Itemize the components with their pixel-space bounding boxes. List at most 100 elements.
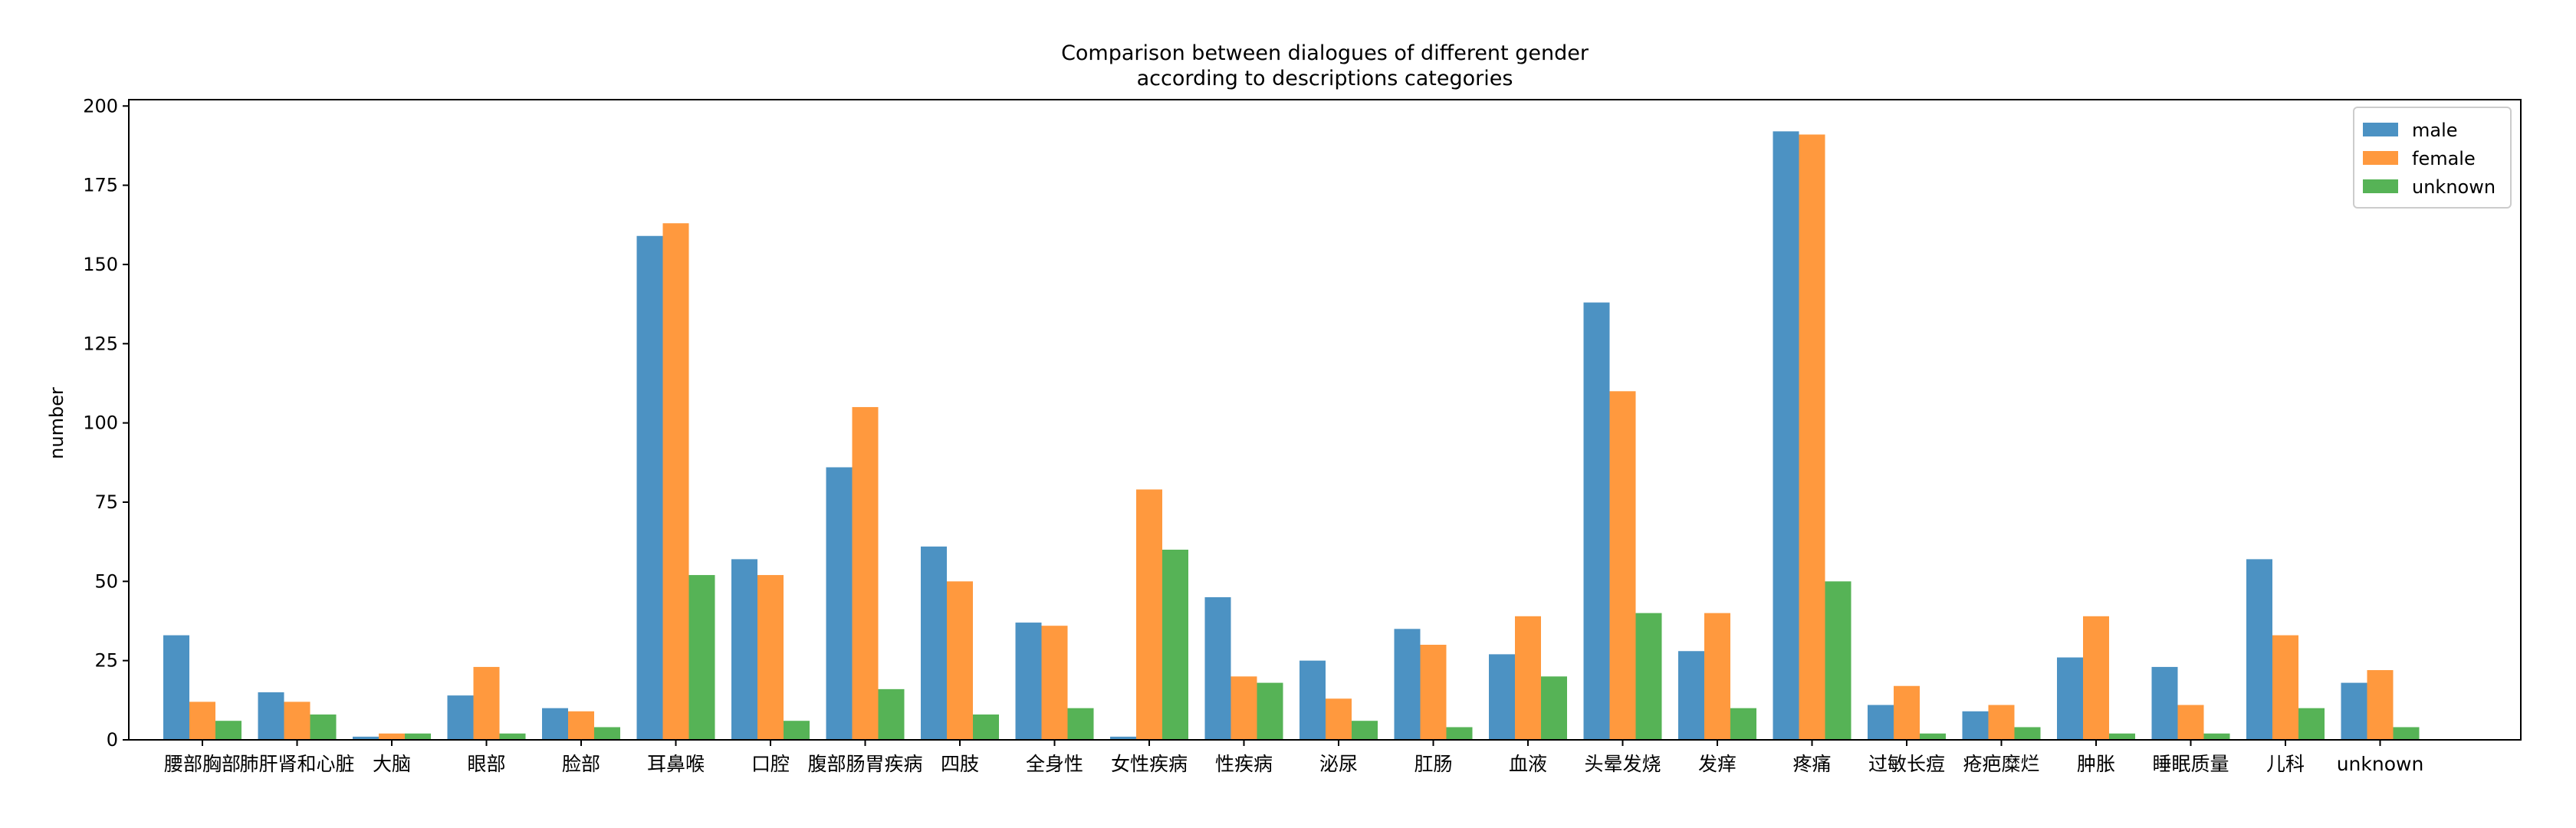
bar-female	[379, 733, 405, 740]
bar-male	[921, 546, 947, 740]
bar-male	[1962, 711, 1989, 740]
bar-female	[1041, 626, 1068, 740]
x-tick-label: 四肢	[941, 753, 979, 775]
bar-unknown	[1352, 721, 1378, 740]
bar-male	[353, 736, 379, 740]
x-tick-label: 腹部肠胃疾病	[807, 753, 922, 775]
y-tick-label: 200	[83, 95, 118, 117]
bar-unknown	[2109, 733, 2135, 740]
x-tick-label: 口腔	[751, 753, 790, 775]
bar-female	[1894, 685, 1920, 740]
y-tick-label: 150	[83, 254, 118, 275]
bar-unknown	[499, 733, 526, 740]
x-tick-label: 大脑	[373, 753, 411, 775]
x-tick-label: 泌尿	[1319, 753, 1358, 775]
bar-male	[731, 559, 757, 740]
x-tick-label: 血液	[1509, 753, 1547, 775]
bar-unknown	[2298, 708, 2325, 740]
legend: male female unknown	[2353, 107, 2512, 209]
x-tick-label: 性疾病	[1215, 753, 1273, 775]
y-tick-label: 125	[83, 333, 118, 354]
legend-swatch-male	[2363, 123, 2398, 136]
bar-male	[1678, 651, 1704, 740]
bar-unknown	[1257, 682, 1283, 740]
bar-unknown	[215, 721, 242, 740]
x-tick-label: 耳鼻喉	[647, 753, 705, 775]
bar-unknown	[1067, 708, 1094, 740]
chart-subtitle: according to descriptions categories	[1137, 67, 1513, 90]
x-tick-label: 过敏长痘	[1868, 753, 1945, 775]
bar-female	[852, 406, 879, 740]
bar-male	[1868, 705, 1894, 740]
bar-male	[542, 708, 568, 740]
bar-unknown	[1162, 549, 1188, 740]
bar-male	[826, 467, 853, 740]
bar-female	[1230, 676, 1257, 740]
bar-unknown	[594, 727, 620, 740]
bar-female	[1609, 391, 1636, 740]
x-tick-label: 头晕发烧	[1584, 753, 1661, 775]
bar-male	[1394, 629, 1421, 740]
bar-unknown	[405, 733, 431, 740]
x-tick-label: 睡眠质量	[2152, 753, 2229, 775]
y-tick-label: 175	[83, 175, 118, 196]
legend-swatch-unknown	[2363, 179, 2398, 193]
plot-frame	[128, 99, 2522, 741]
bar-unknown	[1825, 581, 1852, 740]
x-tick-label: 女性疾病	[1111, 753, 1188, 775]
x-tick-label: 发痒	[1698, 753, 1737, 775]
x-tick-label: 腰部胸部	[164, 753, 241, 775]
bar-unknown	[1635, 613, 1662, 740]
bar-female	[284, 702, 310, 740]
bar-female	[947, 581, 973, 740]
bar-female	[2177, 705, 2204, 740]
bar-male	[447, 695, 474, 740]
bar-male	[2057, 657, 2083, 740]
legend-label-unknown: unknown	[2412, 176, 2496, 198]
bar-female	[1704, 613, 1730, 740]
y-tick-label: 0	[107, 729, 118, 751]
bar-unknown	[784, 721, 810, 740]
y-tick-label: 100	[83, 412, 118, 434]
x-tick-label: 肛肠	[1414, 753, 1452, 775]
y-tick-label: 75	[94, 491, 118, 513]
x-tick-label: 全身性	[1026, 753, 1083, 775]
bar-male	[636, 235, 663, 740]
bar-female	[1799, 134, 1825, 741]
bar-unknown	[973, 714, 999, 740]
x-tick-label: 肺肝肾和心脏	[239, 753, 354, 775]
bar-unknown	[1730, 708, 1756, 740]
bar-unknown	[2203, 733, 2230, 740]
bar-male	[2341, 682, 2367, 740]
y-axis-label: number	[46, 387, 67, 459]
legend-label-female: female	[2412, 148, 2476, 169]
bar-female	[2367, 670, 2394, 740]
bar-unknown	[878, 688, 905, 740]
bar-female	[1326, 698, 1352, 740]
x-tick-label: 儿科	[2266, 753, 2305, 775]
x-tick-label: 疮疤糜烂	[1963, 753, 2039, 775]
bar-male	[1110, 736, 1136, 740]
bar-female	[757, 575, 784, 740]
bar-male	[258, 692, 284, 740]
bar-unknown	[688, 575, 715, 740]
x-tick-label: unknown	[2337, 753, 2424, 775]
y-tick-label: 25	[94, 650, 118, 672]
y-tick-label: 50	[94, 570, 118, 592]
bar-female	[1988, 705, 2015, 740]
x-tick-label: 眼部	[467, 753, 505, 775]
bar-male	[1015, 623, 1042, 740]
bar-unknown	[310, 714, 337, 740]
bar-male	[1204, 596, 1231, 740]
bar-unknown	[1541, 676, 1567, 740]
bar-female	[1420, 644, 1447, 740]
bar-female	[473, 666, 500, 740]
bar-unknown	[1446, 727, 1473, 740]
bar-male	[1489, 654, 1515, 740]
bar-unknown	[2393, 727, 2420, 740]
bar-male	[2246, 559, 2272, 740]
bar-unknown	[2014, 727, 2041, 740]
x-tick-label: 肿胀	[2077, 753, 2115, 775]
